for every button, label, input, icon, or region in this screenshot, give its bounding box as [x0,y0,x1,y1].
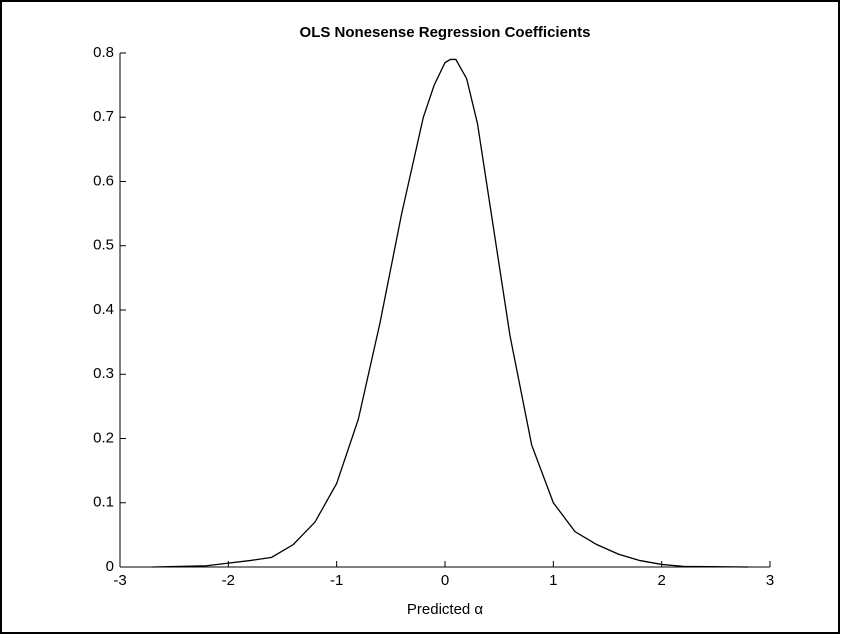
x-tick-label: -1 [330,572,343,589]
y-tick-label: 0.8 [93,44,114,61]
x-axis-label: Predicted α [407,601,484,618]
x-tick-label: 1 [549,572,557,589]
x-tick-label: -3 [113,572,126,589]
y-tick-label: 0.2 [93,429,114,446]
x-tick-label: 2 [657,572,665,589]
chart-title: OLS Nonesense Regression Coefficients [300,24,591,41]
x-tick-label: 0 [441,572,449,589]
y-tick-label: 0 [106,558,114,575]
y-tick-label: 0.4 [93,301,114,318]
line [152,58,749,568]
y-tick-label: 0.3 [93,365,114,382]
y-tick-label: 0.1 [93,494,114,511]
x-tick-label: 3 [766,572,774,589]
y-tick-label: 0.7 [93,108,114,125]
x-tick-label: -2 [222,572,235,589]
y-tick-label: 0.5 [93,237,114,254]
y-tick-label: 0.6 [93,172,114,189]
